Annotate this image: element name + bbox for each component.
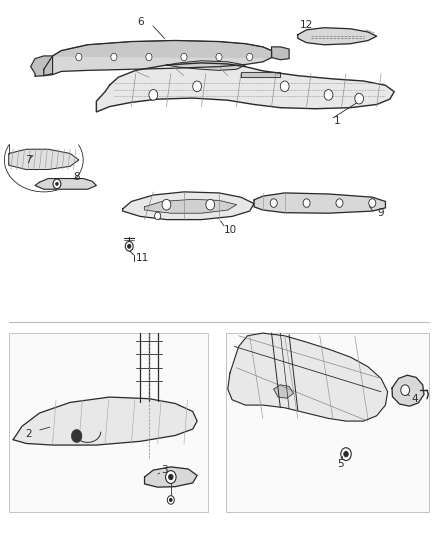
Circle shape (216, 53, 222, 61)
Text: 12: 12 (300, 20, 313, 30)
Polygon shape (274, 385, 293, 398)
Circle shape (303, 199, 310, 207)
Polygon shape (254, 193, 385, 213)
Polygon shape (166, 61, 245, 70)
Polygon shape (145, 199, 237, 213)
Circle shape (149, 90, 158, 100)
Circle shape (341, 448, 351, 461)
Text: 4: 4 (411, 394, 418, 403)
Circle shape (324, 90, 333, 100)
Circle shape (401, 385, 410, 395)
Text: 11: 11 (136, 253, 149, 263)
Circle shape (270, 199, 277, 207)
Text: 2: 2 (25, 430, 32, 439)
Circle shape (169, 474, 173, 480)
Circle shape (247, 53, 253, 61)
Circle shape (280, 81, 289, 92)
Circle shape (125, 241, 133, 251)
Circle shape (146, 53, 152, 61)
Circle shape (167, 496, 174, 504)
Circle shape (155, 212, 161, 220)
Circle shape (206, 199, 215, 210)
Polygon shape (13, 397, 197, 445)
Circle shape (127, 244, 131, 248)
Circle shape (369, 199, 376, 207)
FancyBboxPatch shape (9, 333, 208, 512)
Text: 8: 8 (73, 172, 80, 182)
Circle shape (344, 451, 348, 457)
Text: 3: 3 (161, 465, 168, 475)
FancyBboxPatch shape (226, 333, 429, 512)
Polygon shape (228, 333, 388, 421)
Circle shape (76, 53, 82, 61)
Text: 1: 1 (334, 116, 341, 126)
Polygon shape (44, 41, 272, 76)
Circle shape (170, 498, 172, 502)
Polygon shape (31, 56, 53, 76)
Circle shape (193, 81, 201, 92)
Polygon shape (123, 192, 254, 220)
Circle shape (336, 199, 343, 207)
Circle shape (53, 179, 61, 189)
Polygon shape (392, 375, 424, 406)
Circle shape (56, 182, 58, 185)
Circle shape (181, 53, 187, 61)
Polygon shape (272, 47, 289, 60)
Text: 10: 10 (223, 225, 237, 235)
Polygon shape (96, 63, 394, 112)
Circle shape (355, 93, 364, 104)
Polygon shape (53, 41, 272, 58)
Text: 6: 6 (137, 18, 144, 27)
Polygon shape (298, 28, 377, 45)
Circle shape (71, 430, 82, 442)
Polygon shape (241, 72, 280, 77)
Polygon shape (9, 149, 79, 169)
Text: 5: 5 (337, 459, 344, 469)
Text: 7: 7 (25, 155, 32, 165)
Polygon shape (145, 467, 197, 487)
Circle shape (111, 53, 117, 61)
Polygon shape (35, 179, 96, 189)
Circle shape (166, 471, 176, 483)
Text: 9: 9 (378, 208, 385, 217)
Circle shape (162, 199, 171, 210)
